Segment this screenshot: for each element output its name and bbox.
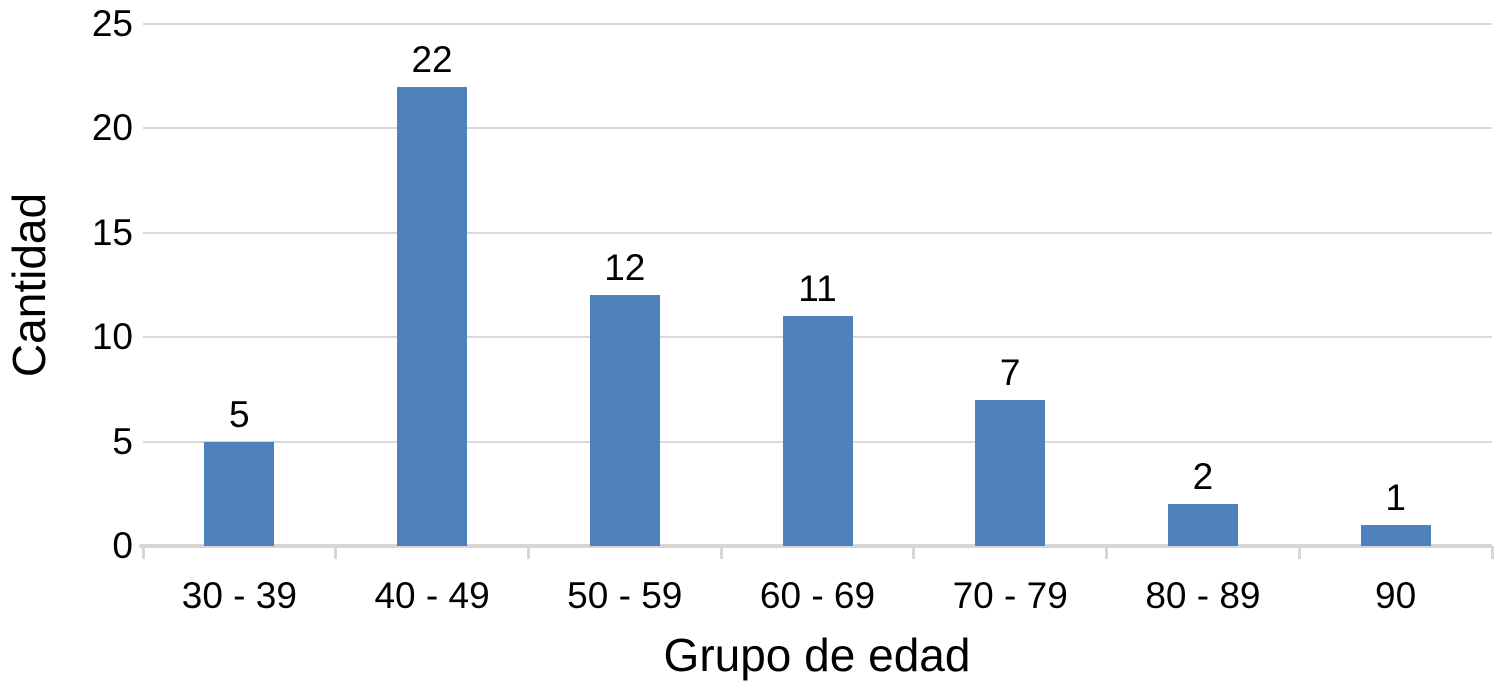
x-axis-tick-mark [1105, 546, 1109, 559]
y-tick-label-10: 10 [91, 316, 133, 358]
bar-value-label: 22 [411, 38, 453, 80]
bar-70-79 [975, 399, 1046, 546]
bar-value-label: 7 [999, 351, 1021, 393]
bar-value-label: 5 [229, 393, 250, 435]
y-tick-label-20: 20 [91, 107, 133, 149]
x-axis-title: Grupo de edad [663, 629, 971, 681]
gridline-y-25 [143, 23, 1492, 25]
bar-value-label: 11 [798, 268, 837, 310]
bar-value-label: 12 [604, 247, 646, 289]
x-axis-tick-mark [1297, 546, 1301, 559]
x-tick-label: 50 - 59 [567, 575, 683, 616]
x-axis-line [139, 544, 1492, 548]
y-tick-label-0: 0 [112, 525, 133, 566]
x-axis-tick-mark [719, 546, 723, 559]
bar-50-59 [589, 295, 660, 546]
x-axis-tick-mark [912, 546, 916, 559]
x-axis-tick-mark [526, 546, 530, 559]
x-axis-tick-mark [141, 546, 145, 559]
bar-90 [1360, 525, 1431, 546]
x-tick-label: 70 - 79 [952, 575, 1068, 616]
bar-value-label: 1 [1385, 477, 1406, 519]
bar-30-39 [204, 441, 275, 546]
x-tick-label: 30 - 39 [181, 575, 297, 616]
x-tick-label: 60 - 69 [759, 575, 876, 616]
x-axis-tick-mark [1490, 546, 1494, 559]
bar-80-89 [1167, 504, 1238, 546]
bar-value-label: 2 [1192, 456, 1214, 498]
plot-area: 5 22 12 11 7 2 1 [139, 0, 1494, 559]
y-tick-label-15: 15 [91, 211, 133, 253]
gridline-y-15 [143, 231, 1492, 234]
x-tick-label: 40 - 49 [374, 575, 490, 616]
x-axis-tick-mark [334, 546, 338, 559]
y-tick-label-25: 25 [91, 3, 133, 44]
x-tick-label: 90 [1375, 575, 1417, 616]
gridline-y-20 [143, 127, 1492, 130]
bar-60-69 [782, 316, 853, 546]
bar-40-49 [397, 86, 468, 546]
x-tick-label: 80 - 89 [1145, 575, 1261, 616]
y-tick-label-5: 5 [112, 420, 133, 462]
